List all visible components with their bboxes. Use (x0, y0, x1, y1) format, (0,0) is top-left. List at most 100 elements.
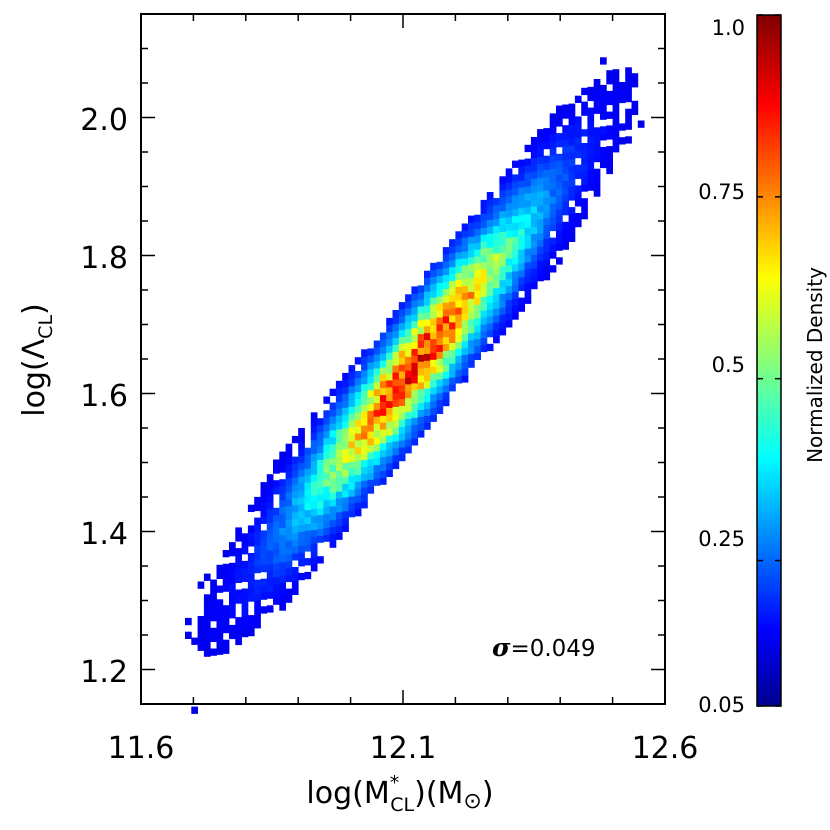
density-cell (348, 378, 356, 387)
density-cell (524, 165, 532, 173)
density-cell (442, 267, 450, 276)
density-cell (354, 488, 362, 496)
density-cell (530, 254, 538, 262)
density-cell (216, 633, 224, 642)
density-cell (530, 275, 538, 283)
density-cell (430, 400, 437, 409)
density-cell (411, 341, 419, 349)
density-cell (612, 131, 620, 139)
density-cell (442, 398, 450, 407)
density-cell (354, 391, 362, 399)
density-cell (266, 605, 274, 613)
density-cell (398, 398, 406, 406)
density-cell (430, 297, 437, 305)
density-cell (241, 602, 249, 610)
density-cell (367, 355, 375, 363)
density-cell (549, 216, 557, 225)
density-cell (310, 419, 318, 427)
density-cell (335, 422, 343, 430)
density-cell (436, 275, 444, 283)
density-cell (574, 95, 582, 103)
density-cell (480, 303, 488, 311)
density-cell (310, 488, 318, 496)
density-cell (361, 432, 368, 440)
density-cell (587, 107, 595, 115)
density-cells (185, 57, 645, 714)
density-cell (273, 549, 280, 557)
density-cell (317, 459, 324, 467)
density-cell (342, 407, 349, 415)
density-cell (405, 370, 412, 378)
density-cell (530, 157, 538, 165)
density-cell (606, 125, 613, 133)
density-cell (499, 293, 507, 301)
density-cell (361, 473, 368, 481)
colorbar-tick-label: 0.5 (712, 353, 745, 377)
density-cell (398, 322, 406, 331)
density-cell (298, 572, 305, 581)
density-cell (549, 251, 557, 259)
density-cell (436, 406, 444, 414)
density-cell (392, 392, 400, 401)
density-cell (405, 418, 412, 426)
density-cell (505, 285, 513, 293)
density-cell (260, 502, 268, 511)
density-cell (474, 214, 481, 222)
density-cell (537, 267, 544, 275)
density-cell (568, 145, 576, 153)
density-cell (222, 639, 230, 647)
density-cell (430, 387, 437, 395)
density-cell (618, 88, 626, 97)
density-cell (266, 501, 274, 510)
density-cell (285, 457, 293, 465)
density-cell (568, 131, 576, 139)
density-cell (386, 455, 393, 464)
density-cell (229, 624, 236, 633)
density-cell (524, 144, 532, 153)
density-cell (530, 268, 538, 276)
density-cell (342, 441, 349, 450)
density-cell (210, 627, 217, 636)
density-cell (392, 441, 400, 449)
density-cell (361, 439, 368, 447)
density-cell (574, 130, 582, 138)
density-cell (417, 395, 425, 404)
density-cell (298, 517, 305, 525)
density-cell (442, 329, 450, 338)
density-cell (424, 325, 431, 334)
density-cell (493, 329, 500, 337)
density-cell (537, 156, 544, 164)
density-cell (354, 502, 362, 510)
density-cell (298, 531, 305, 539)
density-cell (556, 167, 563, 175)
density-cell (266, 557, 274, 565)
density-cell (486, 192, 494, 200)
density-cell (247, 566, 255, 575)
density-cell (556, 188, 563, 196)
density-cell (367, 396, 375, 404)
density-cell (241, 567, 249, 576)
density-cell (329, 457, 337, 465)
density-cell (241, 629, 249, 638)
density-cell (348, 406, 356, 414)
density-cell (398, 447, 406, 455)
density-cell (229, 604, 236, 612)
density-cell (254, 593, 261, 601)
density-cell (593, 85, 601, 94)
density-cell (499, 321, 507, 329)
density-cell (505, 251, 513, 259)
density-cell (505, 313, 513, 321)
density-cell (486, 240, 494, 248)
density-cell (612, 124, 620, 132)
density-cell (612, 103, 620, 111)
density-cell (486, 205, 494, 214)
density-cell (348, 372, 356, 380)
density-cell (455, 279, 463, 287)
density-cell (486, 302, 494, 310)
density-cell (354, 481, 362, 489)
density-cell (411, 389, 419, 398)
density-cell (486, 212, 494, 220)
density-cell (449, 280, 456, 288)
density-cell (348, 441, 356, 449)
density-cell (568, 186, 576, 194)
